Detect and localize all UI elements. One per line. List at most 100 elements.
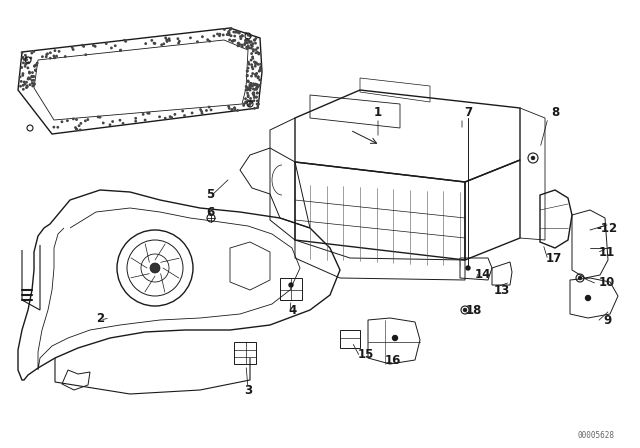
Circle shape <box>251 53 252 54</box>
Circle shape <box>207 39 209 40</box>
Circle shape <box>257 92 258 94</box>
Circle shape <box>251 85 252 86</box>
Circle shape <box>229 39 230 41</box>
Circle shape <box>253 39 255 41</box>
Circle shape <box>241 44 243 46</box>
Circle shape <box>109 124 111 125</box>
Circle shape <box>241 35 243 37</box>
Circle shape <box>256 86 257 88</box>
Circle shape <box>249 42 250 43</box>
Circle shape <box>253 100 255 101</box>
Circle shape <box>259 85 260 86</box>
Circle shape <box>119 120 121 121</box>
Circle shape <box>35 70 36 71</box>
Circle shape <box>257 84 258 86</box>
Circle shape <box>76 128 77 130</box>
Circle shape <box>248 45 249 47</box>
Circle shape <box>33 80 35 81</box>
Circle shape <box>177 38 179 39</box>
Circle shape <box>259 52 260 54</box>
Circle shape <box>253 50 254 52</box>
Circle shape <box>252 73 253 74</box>
Circle shape <box>237 43 239 44</box>
Circle shape <box>29 78 31 79</box>
Circle shape <box>29 73 30 74</box>
Text: 11: 11 <box>599 246 615 259</box>
Circle shape <box>200 109 201 110</box>
Circle shape <box>111 47 112 49</box>
Circle shape <box>232 41 234 42</box>
Circle shape <box>250 82 252 84</box>
Circle shape <box>179 41 180 42</box>
Circle shape <box>248 105 250 106</box>
Circle shape <box>243 105 244 106</box>
Circle shape <box>148 112 150 114</box>
Circle shape <box>257 92 258 94</box>
Circle shape <box>245 90 246 91</box>
Circle shape <box>255 43 256 44</box>
Circle shape <box>244 43 246 44</box>
Circle shape <box>237 31 238 33</box>
Circle shape <box>234 108 236 110</box>
Circle shape <box>22 56 24 58</box>
Circle shape <box>85 54 86 56</box>
Circle shape <box>246 89 248 90</box>
Circle shape <box>244 44 245 45</box>
Circle shape <box>33 76 34 77</box>
Circle shape <box>169 40 170 41</box>
Circle shape <box>245 33 246 34</box>
Circle shape <box>252 68 253 69</box>
Circle shape <box>233 31 234 33</box>
Circle shape <box>255 83 256 85</box>
Text: 5: 5 <box>206 189 214 202</box>
Text: 3: 3 <box>244 383 252 396</box>
Circle shape <box>260 67 261 68</box>
Circle shape <box>25 64 26 65</box>
Circle shape <box>232 109 233 110</box>
Circle shape <box>256 88 257 89</box>
Circle shape <box>80 123 81 124</box>
Circle shape <box>248 95 249 96</box>
Circle shape <box>22 62 24 64</box>
Circle shape <box>76 129 77 130</box>
Circle shape <box>53 55 54 56</box>
Circle shape <box>245 40 246 42</box>
Circle shape <box>246 89 248 90</box>
Circle shape <box>258 103 259 105</box>
Circle shape <box>102 122 104 124</box>
Circle shape <box>154 43 156 44</box>
Text: 1: 1 <box>374 105 382 119</box>
Text: 17: 17 <box>546 251 562 264</box>
Circle shape <box>230 29 231 30</box>
Circle shape <box>255 62 257 63</box>
Circle shape <box>248 40 250 42</box>
Circle shape <box>26 57 27 58</box>
Circle shape <box>143 114 144 115</box>
Circle shape <box>243 103 244 105</box>
Circle shape <box>95 46 96 47</box>
Circle shape <box>241 35 243 37</box>
Circle shape <box>256 62 257 64</box>
Circle shape <box>249 84 250 86</box>
Circle shape <box>252 66 253 68</box>
Circle shape <box>239 32 240 34</box>
Circle shape <box>233 40 234 41</box>
Text: 2: 2 <box>96 311 104 324</box>
Circle shape <box>22 73 24 74</box>
Circle shape <box>150 263 160 273</box>
Circle shape <box>163 43 164 44</box>
Circle shape <box>31 52 33 54</box>
Circle shape <box>255 49 257 50</box>
Circle shape <box>209 106 210 108</box>
Circle shape <box>53 126 54 128</box>
Circle shape <box>75 127 76 128</box>
Circle shape <box>255 52 257 53</box>
Circle shape <box>151 40 152 41</box>
Circle shape <box>248 88 250 89</box>
Circle shape <box>240 38 241 39</box>
Circle shape <box>250 44 252 46</box>
Circle shape <box>246 75 248 77</box>
Circle shape <box>189 37 191 39</box>
Circle shape <box>257 106 259 108</box>
Circle shape <box>259 70 260 72</box>
